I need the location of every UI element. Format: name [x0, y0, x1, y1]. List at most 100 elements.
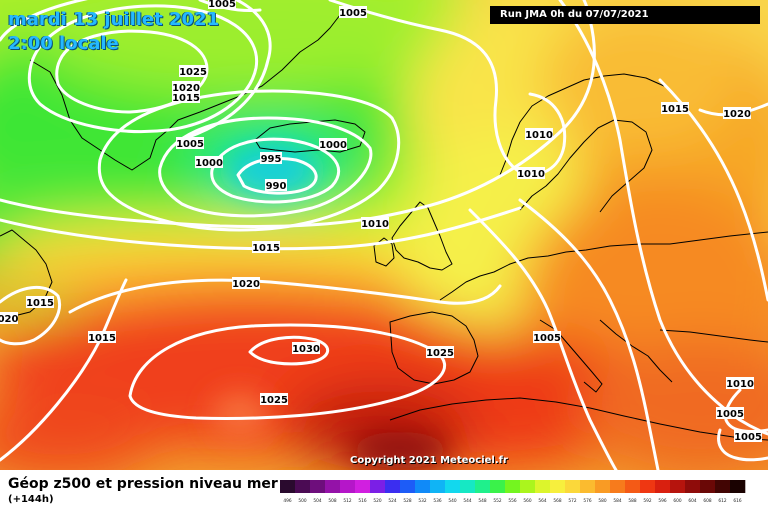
- isobar-1030: [248, 335, 329, 366]
- scale-swatch: [370, 480, 386, 493]
- coast-canada: [0, 229, 53, 319]
- scale-label: 576: [583, 498, 591, 504]
- svg-text:1005: 1005: [716, 409, 744, 420]
- scale-swatch: [445, 480, 461, 493]
- scale-label: 568: [553, 498, 561, 504]
- scale-swatch: [520, 480, 536, 493]
- scale-label: 536: [433, 498, 441, 504]
- z500-color-field: [0, 0, 768, 470]
- isobar-label: 1005: [208, 0, 236, 10]
- isobar-label: 1000: [195, 156, 223, 169]
- scale-label: 496: [283, 498, 291, 504]
- svg-text:1010: 1010: [525, 130, 553, 141]
- scale-swatch: [325, 480, 341, 493]
- scale-swatch: [685, 480, 701, 493]
- copyright-text: Copyright 2021 Meteociel.fr: [350, 455, 508, 466]
- scale-label: 532: [418, 498, 426, 504]
- svg-text:1025: 1025: [426, 348, 454, 359]
- scale-label: 548: [478, 498, 486, 504]
- coast-ireland: [373, 237, 395, 267]
- model-run-info: Run JMA 0h du 07/07/2021: [490, 6, 760, 24]
- isobar-1015-continent: [518, 198, 660, 470]
- isobar-label: 1015: [26, 296, 54, 309]
- scale-label: 588: [628, 498, 636, 504]
- scale-swatch: [565, 480, 581, 493]
- scale-label: 600: [673, 498, 681, 504]
- isobar-1020-mid: [68, 278, 502, 314]
- scale-label: 580: [598, 498, 606, 504]
- isobar-label: 1005: [339, 6, 367, 19]
- scale-label: 556: [508, 498, 516, 504]
- isobar-1005-top-right: [328, 0, 567, 176]
- svg-text:1015: 1015: [26, 298, 54, 309]
- scale-label: 540: [448, 498, 456, 504]
- scale-label: 524: [388, 498, 396, 504]
- isobar-label: 1010: [525, 128, 553, 141]
- scale-label: 560: [523, 498, 531, 504]
- svg-text:1015: 1015: [172, 93, 200, 104]
- isobar-1005-east-b: [717, 428, 768, 462]
- geopotential-map: 1005 1005 1025 1020 1015 1005 1000 1000 …: [0, 0, 768, 470]
- isobar-label: 1030: [292, 342, 320, 355]
- scale-swatch: [670, 480, 686, 493]
- isobar-label: 1005: [533, 331, 561, 344]
- isobar-1005-continent: [468, 208, 618, 470]
- isobar-1010-main: [0, 0, 596, 228]
- scale-swatch: [340, 480, 356, 493]
- legend-title: Géop z500 et pression niveau mer: [8, 476, 278, 492]
- scale-swatch: [430, 480, 446, 493]
- isobar-1015-south: [0, 278, 128, 462]
- isobar-lines: [0, 0, 768, 470]
- isobar-label: 1005: [716, 407, 744, 420]
- svg-text:1020: 1020: [723, 109, 751, 120]
- isobar-1015-mid: [0, 206, 522, 251]
- isobar-label: 1005: [176, 137, 204, 150]
- scale-label: 520: [373, 498, 381, 504]
- scale-swatch: [580, 480, 596, 493]
- color-scale: 496 500 504 508 512 516 520 524 528 532 536 540 544 5…: [280, 480, 746, 504]
- svg-text:1010: 1010: [517, 169, 545, 180]
- forecast-date-title: mardi 13 juillet 2021: [8, 9, 220, 30]
- scale-label: 564: [538, 498, 546, 504]
- svg-text:1025: 1025: [260, 395, 288, 406]
- legend-forecast-hour: (+144h): [8, 494, 54, 505]
- svg-text:1015: 1015: [661, 104, 689, 115]
- isobar-label: 990: [265, 179, 287, 192]
- scale-swatch: [535, 480, 551, 493]
- svg-text:1000: 1000: [319, 140, 347, 151]
- scale-label: 596: [658, 498, 666, 504]
- isobar-label: 1010: [361, 217, 389, 230]
- scale-label: 516: [358, 498, 366, 504]
- isobar-1025-south: [128, 323, 447, 420]
- isobar-labels: 1005 1005 1025 1020 1015 1005 1000 1000 …: [0, 0, 762, 443]
- scale-label: 612: [718, 498, 726, 504]
- coast-turkey: [659, 329, 768, 343]
- legend-footer: Géop z500 et pression niveau mer (+144h)…: [0, 470, 768, 512]
- scale-label: 592: [643, 498, 651, 504]
- isobar-label: 995: [260, 152, 282, 165]
- scale-swatch: [475, 480, 491, 493]
- coast-continent: [439, 231, 768, 301]
- scale-swatch: [715, 480, 731, 493]
- svg-text:990: 990: [266, 181, 287, 192]
- scale-label: 616: [733, 498, 741, 504]
- isobar-label: 1020: [232, 277, 260, 290]
- svg-text:1005: 1005: [533, 333, 561, 344]
- scale-label: 512: [343, 498, 351, 504]
- scale-swatch: [490, 480, 506, 493]
- isobar-1010-east: [558, 0, 768, 436]
- svg-text:1005: 1005: [339, 8, 367, 19]
- isobar-label: 1015: [88, 331, 116, 344]
- scale-swatch: [640, 480, 656, 493]
- isobar-label: 1025: [426, 346, 454, 359]
- isobar-label: 1015: [172, 91, 200, 104]
- scale-swatch: [610, 480, 626, 493]
- isobar-1005-low: [97, 89, 401, 232]
- svg-text:1010: 1010: [361, 219, 389, 230]
- scale-swatch: [550, 480, 566, 493]
- scale-swatch: [415, 480, 431, 493]
- coast-north-africa: [389, 397, 768, 441]
- isobar-label: 1020: [172, 81, 200, 94]
- svg-text:1005: 1005: [176, 139, 204, 150]
- svg-text:1010: 1010: [726, 379, 754, 390]
